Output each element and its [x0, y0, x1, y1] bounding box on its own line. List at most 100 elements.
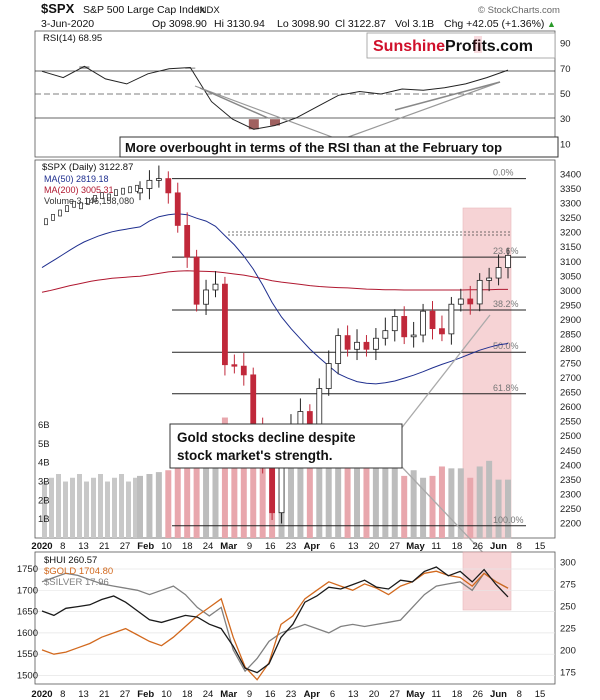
price-tick-label: 2650 [560, 388, 581, 399]
volume-bar [306, 455, 313, 538]
brand-logo-text: SunshineProfits.com [373, 38, 533, 55]
volume-bar [297, 457, 304, 538]
date-tick-label: 13 [78, 541, 89, 552]
rsi-annotation-text: More overbought in terms of the RSI than… [125, 140, 502, 155]
miners-left-tick-label: 1550 [17, 649, 38, 660]
volume-bar [42, 481, 47, 538]
miners-left-tick-label: 1650 [17, 607, 38, 618]
date-tick-label: 26 [472, 541, 483, 552]
date-tick-label: 9 [247, 541, 252, 552]
rsi-annotation-line-right [339, 81, 501, 141]
date-tick-label: Feb [137, 541, 154, 552]
date-tick-label: 26 [472, 689, 483, 700]
rsi-tick-label: 90 [560, 39, 571, 50]
date-tick-label: 16 [265, 541, 276, 552]
chart-header: $SPX S&P 500 Large Cap Index INDX © Stoc… [41, 1, 560, 30]
header-volume: Vol 3.1B [395, 18, 434, 30]
price-tick-label: 3150 [560, 242, 581, 253]
candle-body [231, 364, 238, 367]
candle-body [121, 187, 125, 195]
volume-bar [126, 481, 131, 538]
fib-label: 0.0% [493, 168, 514, 178]
gold-line [41, 570, 509, 681]
volume-bar [105, 481, 110, 538]
date-tick-label: 13 [78, 689, 89, 700]
volume-bar [165, 470, 172, 538]
volume-bar [155, 472, 162, 538]
legend-ma200: MA(200) 3005.31 [44, 185, 114, 195]
date-tick-label: Mar [220, 541, 237, 552]
miners-left-tick-label: 1750 [17, 564, 38, 575]
volume-bar [438, 466, 445, 538]
date-tick-label: 20 [369, 541, 380, 552]
candle-body [467, 298, 474, 305]
price-tick-label: 2900 [560, 315, 581, 326]
header-date: 3-Jun-2020 [41, 18, 94, 30]
date-tick-label: 24 [203, 689, 214, 700]
volume-bar [77, 474, 82, 538]
up-arrow-icon: ▲ [547, 19, 556, 29]
header-change: Chg +42.05 (+1.36%) [444, 18, 544, 30]
price-tick-label: 3000 [560, 286, 581, 297]
candle-body [184, 225, 191, 258]
volume-bar [354, 464, 361, 538]
candle-body [410, 334, 417, 338]
brand-part1: Sunshine [373, 38, 445, 55]
candle-body [44, 218, 48, 226]
miners-panel: 1500 1550 1600 1650 1700 1750 175 200 225 250 275 3… [17, 551, 576, 685]
rsi-title: RSI(14) 68.95 [43, 33, 102, 44]
date-tick-label: 9 [247, 689, 252, 700]
price-tick-label: 3250 [560, 213, 581, 224]
volume-bar [112, 477, 117, 538]
volume-bar [70, 477, 75, 538]
candle-body [222, 283, 228, 366]
rsi-tick-label: 10 [560, 139, 571, 150]
header-open: Op 3098.90 [152, 18, 207, 30]
volume-bar [429, 475, 436, 538]
candle-body [174, 192, 181, 226]
miners-left-tick-label: 1700 [17, 585, 38, 596]
date-tick-label: 6 [330, 541, 335, 552]
candle-body [372, 337, 379, 350]
candle-body [107, 193, 111, 201]
volume-bar [240, 432, 247, 538]
price-tick-label: 3200 [560, 228, 581, 239]
miners-right-tick-label: 200 [560, 646, 576, 657]
price-panel: 0.0% 23.6% 38.2% 50.0% 61.8% 100.0% 2200 2250 2… [34, 159, 581, 561]
date-tick-label: 11 [431, 541, 441, 552]
fib-label: 100.0% [493, 515, 524, 525]
volume-bar [372, 468, 379, 538]
date-tick-label: 6 [330, 689, 335, 700]
miners-right-tick-label: 175 [560, 668, 576, 679]
price-tick-label: 2250 [560, 504, 581, 515]
date-tick-label: May [406, 689, 425, 700]
volume-bar [287, 451, 294, 538]
bottom-date-axis: 2020 8 13 21 27 Feb 10 18 24 Mar 9 16 23 Apr 6 13 20 27 Ma… [31, 689, 545, 700]
miners-right-tick-label: 300 [560, 558, 576, 569]
gold-annotation-line1: Gold stocks decline despite [177, 430, 356, 445]
volume-tick-label: 6B [38, 420, 50, 431]
volume-bar [98, 474, 103, 538]
price-tick-label: 2700 [560, 373, 581, 384]
volume-bar [391, 451, 398, 538]
volume-bar [91, 477, 96, 538]
candle-body [382, 330, 389, 339]
date-tick-label: 18 [452, 689, 463, 700]
gold-annotation-box [169, 423, 403, 469]
date-tick-label: 21 [99, 689, 110, 700]
date-tick-label: 18 [452, 541, 463, 552]
volume-bar [420, 477, 427, 538]
candle-body [165, 178, 172, 194]
price-tick-label: 3050 [560, 271, 581, 282]
price-tick-label: 2400 [560, 460, 581, 471]
rsi-annotation-line-left [194, 85, 341, 141]
candle-body [401, 316, 408, 338]
candle-body [100, 192, 104, 199]
legend-silver: $SILVER 17.96 [44, 577, 109, 588]
candle-body [58, 209, 62, 217]
rsi-oversold-fill [248, 119, 259, 130]
date-tick-label: May [406, 541, 425, 552]
date-tick-label: 15 [535, 689, 546, 700]
date-tick-label: 20 [369, 689, 380, 700]
